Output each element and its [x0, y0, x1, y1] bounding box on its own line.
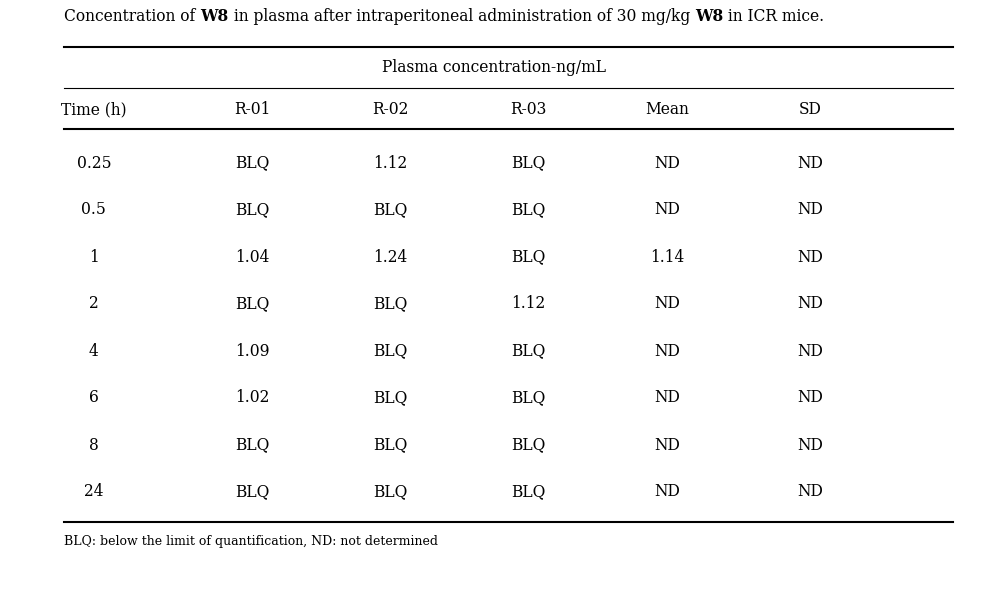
Text: ND: ND — [797, 343, 823, 359]
Text: BLQ: BLQ — [373, 436, 407, 453]
Text: 4: 4 — [89, 343, 99, 359]
Text: ND: ND — [654, 295, 680, 313]
Text: 0.25: 0.25 — [76, 155, 112, 172]
Text: Time (h): Time (h) — [61, 101, 126, 118]
Text: ND: ND — [797, 484, 823, 500]
Text: BLQ: BLQ — [235, 436, 269, 453]
Text: 2: 2 — [89, 295, 99, 313]
Text: Mean: Mean — [645, 101, 689, 118]
Text: ND: ND — [654, 155, 680, 172]
Text: W8: W8 — [695, 8, 723, 25]
Text: R-03: R-03 — [511, 101, 546, 118]
Text: ND: ND — [797, 390, 823, 407]
Text: 1.24: 1.24 — [373, 249, 407, 265]
Text: BLQ: BLQ — [512, 484, 545, 500]
Text: ND: ND — [654, 343, 680, 359]
Text: BLQ: BLQ — [512, 155, 545, 172]
Text: BLQ: BLQ — [235, 155, 269, 172]
Text: BLQ: BLQ — [512, 249, 545, 265]
Text: R-02: R-02 — [372, 101, 408, 118]
Text: ND: ND — [797, 436, 823, 453]
Text: ND: ND — [654, 484, 680, 500]
Text: ND: ND — [654, 436, 680, 453]
Text: BLQ: BLQ — [512, 201, 545, 218]
Text: R-01: R-01 — [234, 101, 270, 118]
Text: 6: 6 — [89, 390, 99, 407]
Text: BLQ: below the limit of quantification, ND: not determined: BLQ: below the limit of quantification, … — [64, 535, 439, 548]
Text: 1.02: 1.02 — [235, 390, 269, 407]
Text: BLQ: BLQ — [373, 295, 407, 313]
Text: W8: W8 — [201, 8, 228, 25]
Text: 0.5: 0.5 — [81, 201, 107, 218]
Text: BLQ: BLQ — [512, 436, 545, 453]
Text: ND: ND — [797, 295, 823, 313]
Text: 24: 24 — [84, 484, 104, 500]
Text: in plasma after intraperitoneal administration of 30 mg/kg: in plasma after intraperitoneal administ… — [228, 8, 695, 25]
Text: 1: 1 — [89, 249, 99, 265]
Text: BLQ: BLQ — [373, 390, 407, 407]
Text: Concentration of: Concentration of — [64, 8, 201, 25]
Text: 1.04: 1.04 — [235, 249, 269, 265]
Text: BLQ: BLQ — [512, 390, 545, 407]
Text: BLQ: BLQ — [235, 201, 269, 218]
Text: BLQ: BLQ — [235, 295, 269, 313]
Text: BLQ: BLQ — [512, 343, 545, 359]
Text: SD: SD — [798, 101, 822, 118]
Text: BLQ: BLQ — [235, 484, 269, 500]
Text: ND: ND — [797, 201, 823, 218]
Text: ND: ND — [797, 249, 823, 265]
Text: ND: ND — [654, 201, 680, 218]
Text: ND: ND — [654, 390, 680, 407]
Text: BLQ: BLQ — [373, 484, 407, 500]
Text: 8: 8 — [89, 436, 99, 453]
Text: Plasma concentration-ng/mL: Plasma concentration-ng/mL — [382, 59, 606, 76]
Text: 1.09: 1.09 — [235, 343, 269, 359]
Text: ND: ND — [797, 155, 823, 172]
Text: in ICR mice.: in ICR mice. — [723, 8, 824, 25]
Text: 1.12: 1.12 — [373, 155, 407, 172]
Text: BLQ: BLQ — [373, 343, 407, 359]
Text: 1.12: 1.12 — [512, 295, 545, 313]
Text: 1.14: 1.14 — [650, 249, 684, 265]
Text: BLQ: BLQ — [373, 201, 407, 218]
